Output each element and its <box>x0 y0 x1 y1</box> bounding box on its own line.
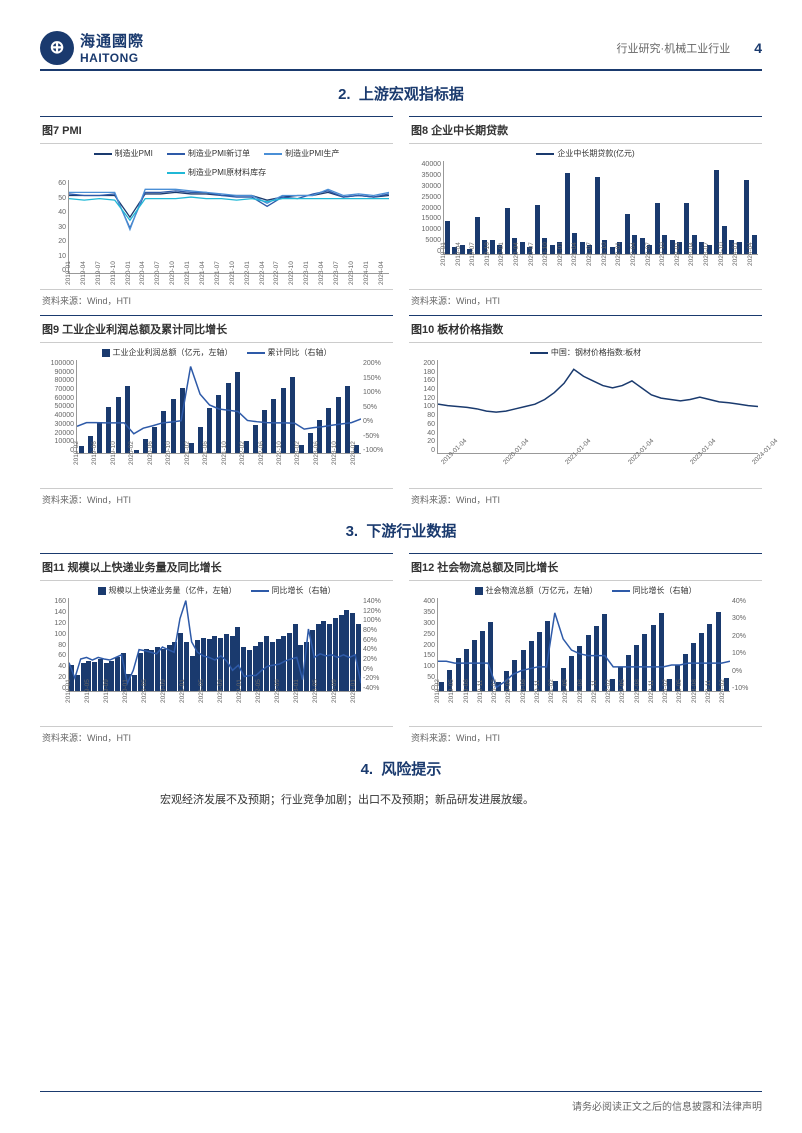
logo-cn: 海通國際 <box>80 30 144 51</box>
fig7-title: 图7 PMI <box>40 117 393 144</box>
logo: ⊕ 海通國際 HAITONG <box>40 30 144 65</box>
fig9-title: 图9 工业企业利润总额及累计同比增长 <box>40 316 393 343</box>
footer-disclaimer: 请务必阅读正文之后的信息披露和法律声明 <box>40 1091 762 1113</box>
logo-icon: ⊕ <box>40 31 74 65</box>
fig10-legend: 中国：钢材价格指数:板材 <box>411 347 760 358</box>
fig8-legend: 企业中长期贷款(亿元) <box>411 148 760 159</box>
fig10-source: 资料来源：Wind，HTI <box>409 488 762 510</box>
fig12-title: 图12 社会物流总额及同比增长 <box>409 554 762 581</box>
fig9-legend: 工业企业利润总额（亿元，左轴）累计同比（右轴） <box>42 347 391 358</box>
fig7-panel: 图7 PMI 制造业PMI制造业PMI新订单制造业PMI生产制造业PMI原材料库… <box>40 116 393 311</box>
page-number: 4 <box>754 40 762 56</box>
fig7-source: 资料来源：Wind，HTI <box>40 289 393 311</box>
fig11-legend: 规模以上快递业务量（亿件，左轴）同比增长（右轴） <box>42 585 391 596</box>
fig8-panel: 图8 企业中长期贷款 企业中长期贷款(亿元) 05000100001500020… <box>409 116 762 311</box>
fig12-legend: 社会物流总额（万亿元，左轴）同比增长（右轴） <box>411 585 760 596</box>
section-4-title: 4. 风险提示 <box>40 758 762 779</box>
section-3-title: 3. 下游行业数据 <box>40 520 762 541</box>
fig12-source: 资料来源：Wind，HTI <box>409 726 762 748</box>
logo-en: HAITONG <box>80 51 144 65</box>
fig12-panel: 图12 社会物流总额及同比增长 社会物流总额（万亿元，左轴）同比增长（右轴） 0… <box>409 553 762 748</box>
page-header: ⊕ 海通國際 HAITONG 行业研究·机械工业行业 4 <box>40 30 762 71</box>
risk-text: 宏观经济发展不及预期；行业竞争加剧；出口不及预期；新品研发进展放缓。 <box>40 791 762 807</box>
header-category: 行业研究·机械工业行业 <box>617 40 731 56</box>
fig9-panel: 图9 工业企业利润总额及累计同比增长 工业企业利润总额（亿元，左轴）累计同比（右… <box>40 315 393 510</box>
fig11-title: 图11 规模以上快递业务量及同比增长 <box>40 554 393 581</box>
fig8-source: 资料来源：Wind，HTI <box>409 289 762 311</box>
section-2-title: 2. 上游宏观指标据 <box>40 83 762 104</box>
fig7-legend: 制造业PMI制造业PMI新订单制造业PMI生产制造业PMI原材料库存 <box>42 148 391 178</box>
fig11-panel: 图11 规模以上快递业务量及同比增长 规模以上快递业务量（亿件，左轴）同比增长（… <box>40 553 393 748</box>
fig9-source: 资料来源：Wind，HTI <box>40 488 393 510</box>
fig10-title: 图10 板材价格指数 <box>409 316 762 343</box>
fig8-title: 图8 企业中长期贷款 <box>409 117 762 144</box>
fig10-panel: 图10 板材价格指数 中国：钢材价格指数:板材 0204060801001201… <box>409 315 762 510</box>
fig11-source: 资料来源：Wind，HTI <box>40 726 393 748</box>
